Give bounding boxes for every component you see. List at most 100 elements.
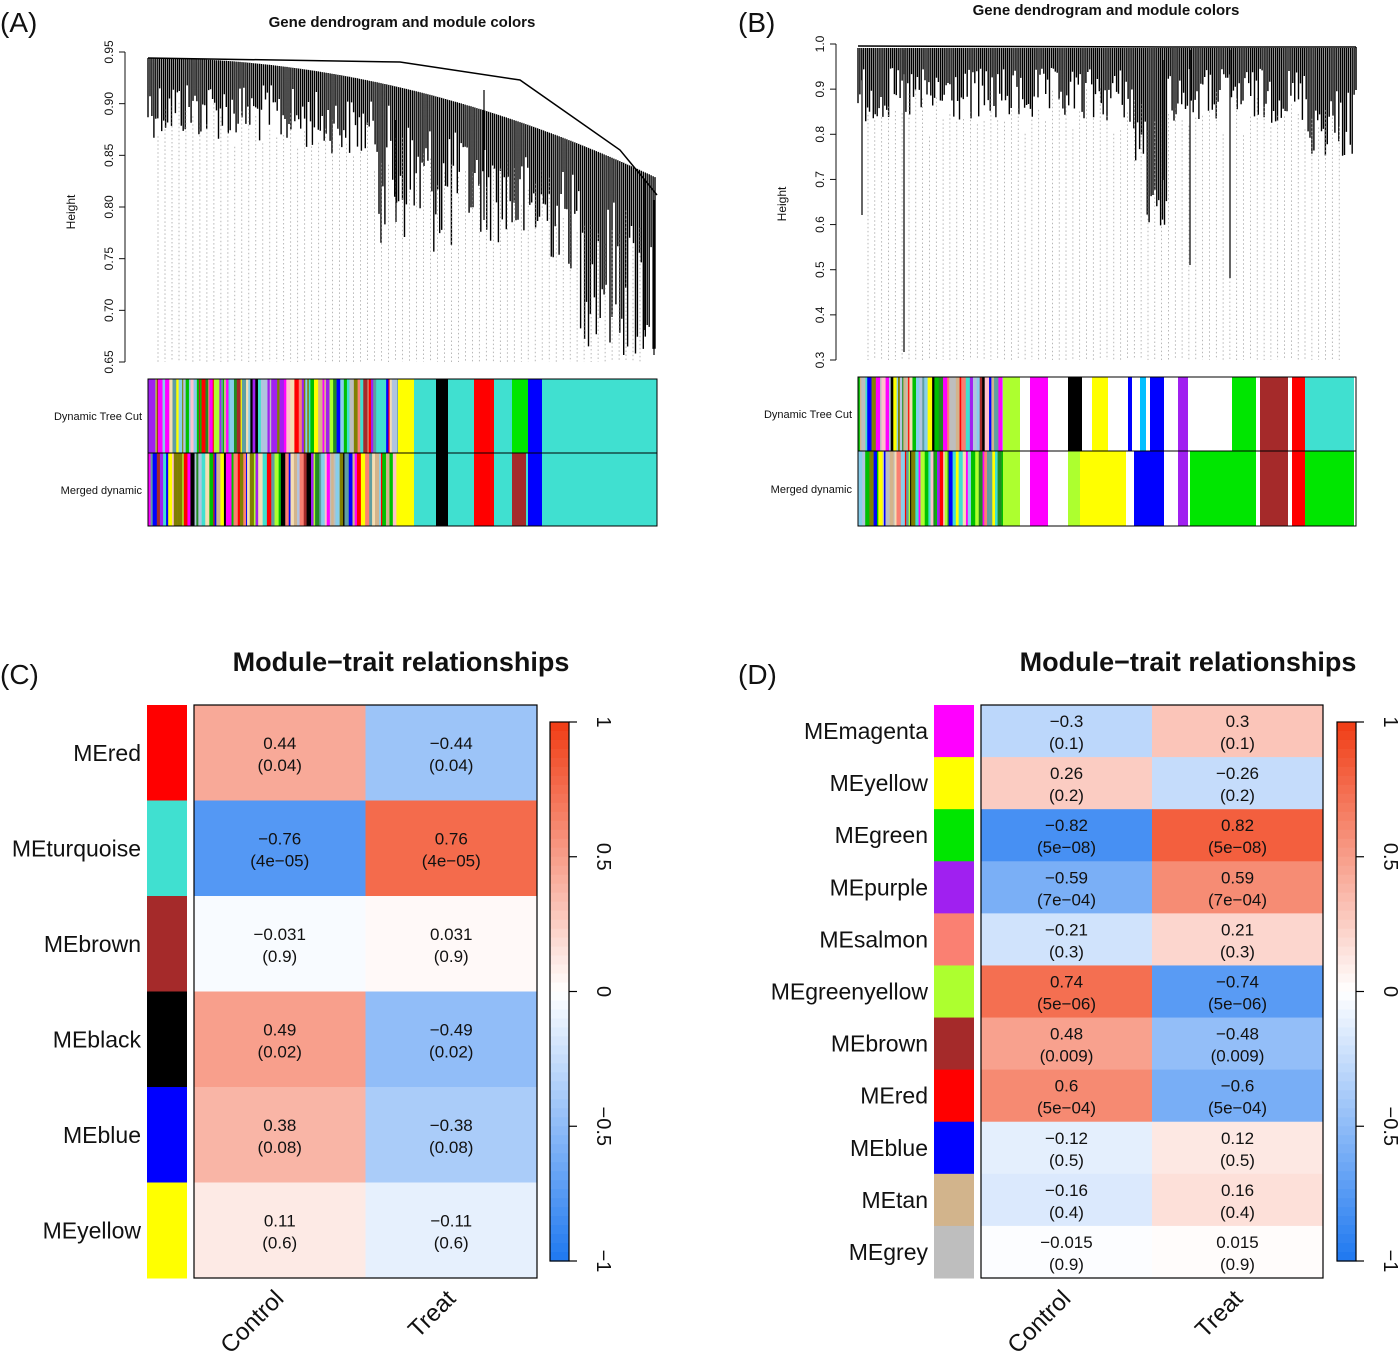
module-stripe <box>916 377 920 451</box>
module-stripe <box>333 379 337 453</box>
module-stripe <box>239 453 244 526</box>
module-stripe <box>873 451 878 526</box>
module-stripe <box>213 379 216 453</box>
legend-tick-label: 1 <box>1379 716 1400 727</box>
module-stripe <box>885 451 890 526</box>
module-stripe <box>994 377 999 451</box>
module-stripe <box>344 453 350 526</box>
module-stripe <box>998 377 1002 451</box>
module-stripe <box>933 451 936 526</box>
legend-step <box>550 1099 569 1109</box>
module-stripe <box>865 377 868 451</box>
module-stripe <box>865 451 870 526</box>
module-block <box>1030 451 1048 526</box>
legend-step <box>1337 838 1356 849</box>
legend-step <box>550 757 569 768</box>
module-stripe <box>213 453 215 526</box>
legend-step <box>1337 784 1356 795</box>
column-label-control-d: Control <box>1002 1285 1076 1359</box>
module-stripe <box>159 453 164 526</box>
row-label: MEred <box>73 740 141 766</box>
module-stripe <box>333 453 336 526</box>
y-tick-label: 0.6 <box>813 216 827 233</box>
module-stripe <box>294 379 300 453</box>
cell-pvalue: (5e−06) <box>1037 995 1096 1014</box>
module-stripe <box>906 451 909 526</box>
legend-step <box>550 1162 569 1172</box>
module-stripe <box>928 451 931 526</box>
dendrogram-ylabel-b: Height <box>775 186 789 221</box>
module-stripe <box>924 377 928 451</box>
module-block <box>1190 451 1232 526</box>
cell-pvalue: (5e−04) <box>1208 1099 1267 1118</box>
legend-step <box>550 982 569 993</box>
heatmap-row: MEyellow 0.11 (0.6) −0.11 (0.6) <box>43 1182 538 1279</box>
module-stripe <box>166 453 169 526</box>
module-stripe <box>899 377 903 451</box>
module-block <box>1178 377 1188 451</box>
module-stripe <box>880 377 882 451</box>
module-stripe <box>258 453 263 526</box>
legend-step <box>1337 847 1356 858</box>
module-stripe <box>288 453 291 526</box>
module-block <box>474 379 494 453</box>
module-stripe <box>992 451 996 526</box>
legend-step <box>550 874 569 885</box>
heatmap-panel-d: Module−trait relationships Control Treat… <box>771 647 1400 1359</box>
heatmap-cell <box>194 991 366 1088</box>
module-stripe <box>392 453 397 526</box>
module-stripe <box>177 453 182 526</box>
module-block <box>1292 451 1305 526</box>
dendrogram-top <box>857 45 1357 90</box>
y-tick-label: 0.5 <box>813 261 827 278</box>
module-stripe <box>894 451 897 526</box>
cell-value: −0.21 <box>1045 920 1088 939</box>
legend-step <box>1337 1252 1356 1262</box>
module-stripe <box>290 379 295 453</box>
module-stripe <box>165 379 170 453</box>
heatmap-title-c: Module−trait relationships <box>233 647 570 677</box>
legend-step <box>1337 1117 1356 1127</box>
module-stripe <box>947 377 950 451</box>
cell-pvalue: (0.6) <box>262 1233 297 1252</box>
module-color-swatch <box>147 1087 187 1183</box>
module-block <box>528 379 542 453</box>
module-stripe <box>229 379 235 453</box>
legend-step <box>550 766 569 777</box>
color-legend: 1 0.5 0 −0.5 −1 <box>549 716 614 1272</box>
module-stripe <box>908 377 910 451</box>
module-stripe <box>255 379 259 453</box>
cell-pvalue: (0.02) <box>429 1042 473 1061</box>
cell-value: 0.74 <box>1050 973 1083 992</box>
module-stripe <box>299 453 305 526</box>
cell-pvalue: (0.4) <box>1049 1203 1084 1222</box>
heatmap-row: MEgreenyellow 0.74 (5e−06) −0.74 (5e−06) <box>771 965 1324 1019</box>
module-block <box>1260 377 1288 451</box>
module-stripe <box>372 453 376 526</box>
module-color-swatch <box>934 913 974 966</box>
module-stripe <box>221 379 224 453</box>
heatmap-cell <box>981 1173 1153 1227</box>
legend-step <box>1337 946 1356 957</box>
module-block <box>1080 451 1126 526</box>
module-stripe <box>389 453 394 526</box>
heatmap-row: MEblue 0.38 (0.08) −0.38 (0.08) <box>63 1087 538 1183</box>
module-stripe <box>205 453 210 526</box>
module-block <box>1305 451 1354 526</box>
legend-tick-label: 0 <box>1379 986 1400 997</box>
legend-step <box>550 928 569 939</box>
module-block <box>1178 451 1188 526</box>
module-stripe <box>938 377 944 451</box>
module-stripe <box>307 379 310 453</box>
legend-step <box>1337 928 1356 939</box>
panel-letter-d: (D) <box>738 659 777 690</box>
module-stripe <box>382 453 387 526</box>
legend-step <box>550 1036 569 1046</box>
module-stripe <box>274 453 279 526</box>
legend-step <box>550 1144 569 1154</box>
module-stripe <box>969 377 974 451</box>
module-stripe <box>318 379 323 453</box>
module-stripe <box>976 377 981 451</box>
legend-step <box>1337 1045 1356 1055</box>
module-color-swatch <box>934 1225 974 1279</box>
